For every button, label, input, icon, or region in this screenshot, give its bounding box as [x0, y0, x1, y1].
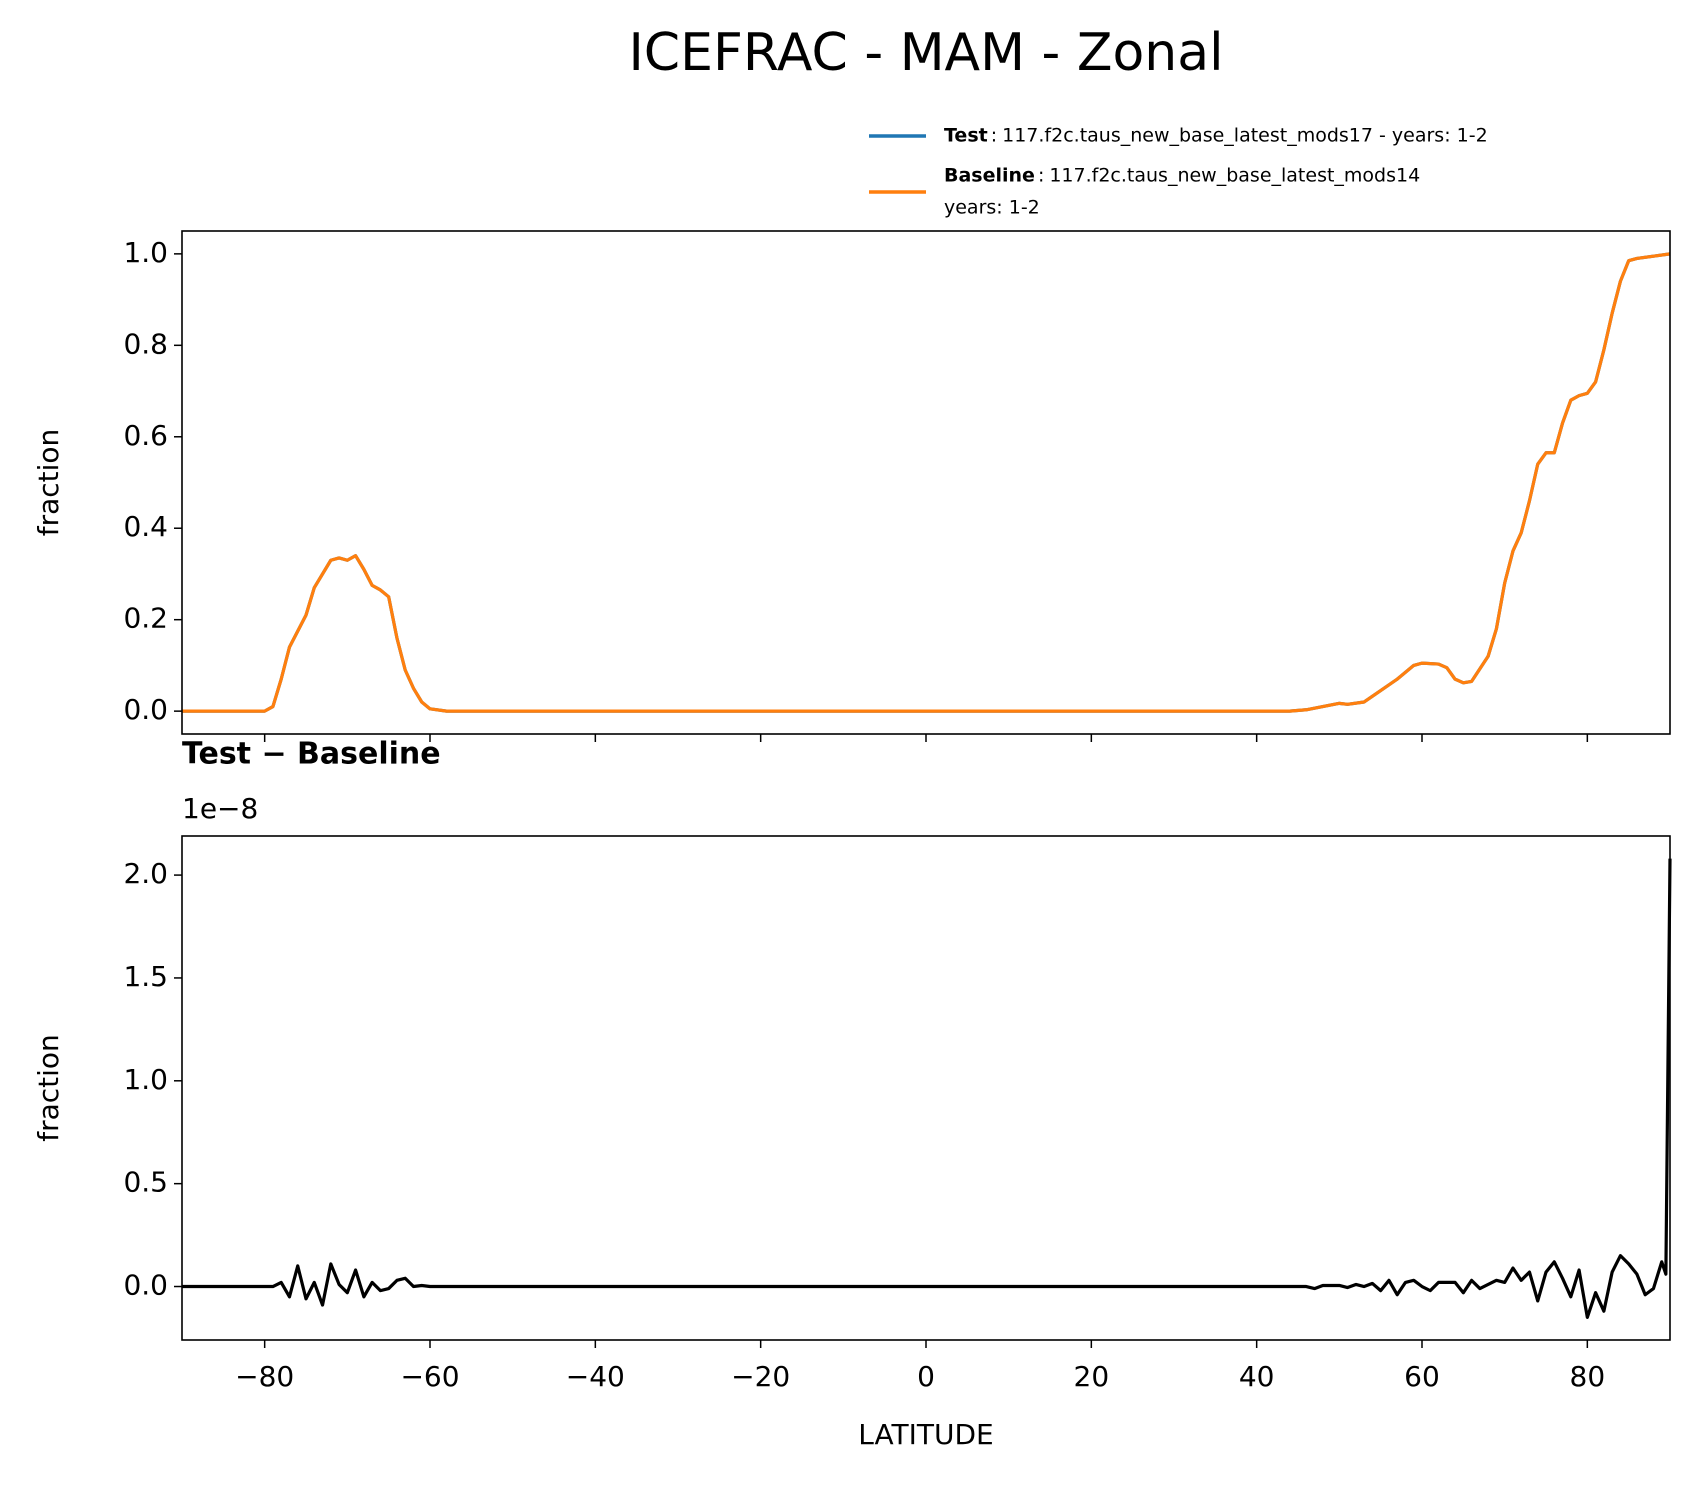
- legend-description: 117.f2c.taus_new_base_latest_mods17 - ye…: [1002, 125, 1488, 147]
- legend-name: Baseline: [944, 165, 1035, 187]
- y-tick-label: 0.2: [123, 602, 168, 635]
- y-tick-label: 2.0: [123, 857, 168, 890]
- legend-description: 117.f2c.taus_new_base_latest_mods14: [1049, 165, 1420, 187]
- x-tick-label: −20: [731, 1360, 790, 1393]
- series-line: [182, 252, 1671, 713]
- x-tick-label: 20: [1074, 1360, 1110, 1393]
- x-tick-label: −40: [566, 1360, 625, 1393]
- y-tick-label: 1.5: [123, 960, 168, 993]
- y-tick-label: 0.6: [123, 419, 168, 452]
- y-axis-label: fraction: [32, 1034, 65, 1142]
- x-tick-label: 0: [917, 1360, 935, 1393]
- x-tick-label: 60: [1404, 1360, 1440, 1393]
- difference-line: [182, 858, 1672, 1319]
- y-tick-label: 0.4: [123, 510, 168, 543]
- y-tick-label: 0.8: [123, 327, 168, 360]
- axes-frame: [181, 230, 1671, 735]
- legend-separator: :: [991, 125, 997, 147]
- x-tick-label: 80: [1570, 1360, 1606, 1393]
- figure-title: ICEFRAC - MAM - Zonal: [628, 23, 1223, 83]
- offset-label: 1e−8: [182, 792, 258, 825]
- y-axis-label: fraction: [32, 429, 65, 537]
- legend-separator: :: [1038, 165, 1044, 187]
- legend-name: Test: [944, 125, 988, 147]
- y-tick-label: 0.0: [123, 693, 168, 726]
- legend-description: years: 1-2: [944, 197, 1040, 219]
- panel-title: Test − Baseline: [182, 737, 441, 772]
- y-tick-label: 0.5: [123, 1166, 168, 1199]
- x-axis-label: LATITUDE: [858, 1418, 993, 1451]
- x-tick-label: 40: [1239, 1360, 1275, 1393]
- axes-frame: [181, 835, 1671, 1341]
- x-tick-label: −80: [235, 1360, 294, 1393]
- x-tick-label: −60: [400, 1360, 459, 1393]
- series-line: [182, 252, 1671, 713]
- y-tick-label: 1.0: [123, 1063, 168, 1096]
- y-tick-label: 1.0: [123, 236, 168, 269]
- y-tick-label: 0.0: [123, 1269, 168, 1302]
